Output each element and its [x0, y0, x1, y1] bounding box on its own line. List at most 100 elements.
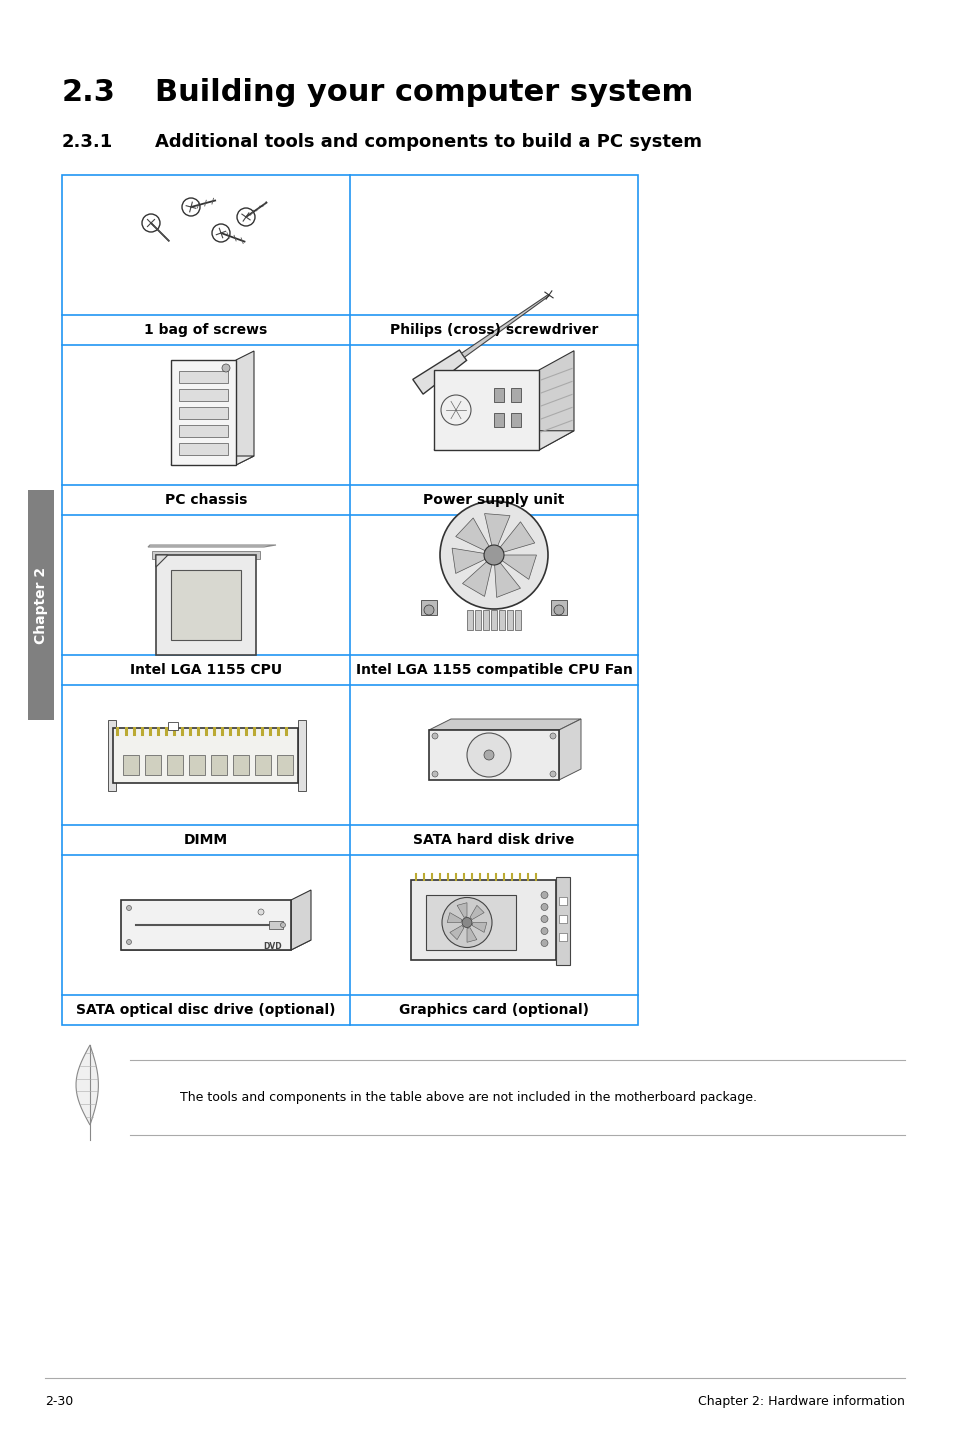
- Polygon shape: [558, 719, 580, 779]
- Circle shape: [483, 751, 494, 761]
- Circle shape: [550, 733, 556, 739]
- Bar: [277, 755, 294, 775]
- Circle shape: [540, 939, 547, 946]
- Polygon shape: [456, 903, 467, 917]
- Circle shape: [212, 224, 230, 242]
- Bar: [190, 755, 205, 775]
- Bar: [475, 610, 480, 630]
- Bar: [515, 610, 520, 630]
- Circle shape: [441, 897, 492, 948]
- Bar: [558, 915, 567, 923]
- Polygon shape: [291, 890, 311, 951]
- Polygon shape: [121, 940, 311, 951]
- Bar: [426, 894, 516, 951]
- Bar: [558, 897, 567, 905]
- Text: SATA hard disk drive: SATA hard disk drive: [413, 833, 574, 847]
- Text: SATA optical disc drive (optional): SATA optical disc drive (optional): [76, 1002, 335, 1017]
- Text: 2.3.1: 2.3.1: [62, 132, 113, 151]
- Polygon shape: [499, 522, 535, 552]
- Text: 1 bag of screws: 1 bag of screws: [144, 324, 268, 336]
- Bar: [434, 370, 538, 450]
- Bar: [28, 490, 54, 720]
- Text: Building your computer system: Building your computer system: [154, 78, 693, 106]
- Polygon shape: [467, 928, 476, 942]
- Bar: [212, 755, 227, 775]
- Circle shape: [461, 917, 472, 928]
- Bar: [169, 722, 178, 729]
- Bar: [179, 371, 228, 383]
- Bar: [511, 413, 520, 427]
- Bar: [498, 610, 504, 630]
- Bar: [233, 755, 250, 775]
- Circle shape: [280, 923, 285, 928]
- Text: The tools and components in the table above are not included in the motherboard : The tools and components in the table ab…: [180, 1091, 757, 1104]
- Text: Philips (cross) screwdriver: Philips (cross) screwdriver: [390, 324, 598, 336]
- Bar: [556, 877, 570, 965]
- Polygon shape: [462, 562, 491, 597]
- Polygon shape: [76, 1045, 98, 1125]
- Bar: [558, 933, 567, 940]
- Text: Additional tools and components to build a PC system: Additional tools and components to build…: [154, 132, 701, 151]
- Polygon shape: [456, 518, 489, 551]
- Bar: [179, 426, 228, 437]
- Circle shape: [236, 209, 254, 226]
- Polygon shape: [148, 545, 275, 546]
- Bar: [62, 175, 638, 1025]
- Polygon shape: [452, 548, 484, 574]
- Circle shape: [554, 605, 563, 615]
- Bar: [411, 880, 556, 961]
- Polygon shape: [447, 913, 461, 923]
- Polygon shape: [171, 456, 253, 464]
- Bar: [506, 610, 513, 630]
- Bar: [171, 569, 241, 640]
- Text: Chapter 2: Hardware information: Chapter 2: Hardware information: [698, 1395, 904, 1408]
- Bar: [491, 610, 497, 630]
- Bar: [156, 555, 255, 654]
- Text: Graphics card (optional): Graphics card (optional): [398, 1002, 588, 1017]
- Circle shape: [550, 771, 556, 777]
- Text: Power supply unit: Power supply unit: [423, 493, 564, 508]
- Text: Intel LGA 1155 CPU: Intel LGA 1155 CPU: [130, 663, 282, 677]
- Bar: [482, 610, 489, 630]
- Polygon shape: [494, 562, 520, 597]
- Polygon shape: [484, 513, 510, 546]
- Polygon shape: [413, 349, 466, 394]
- Circle shape: [142, 214, 160, 232]
- Text: DVD: DVD: [263, 942, 282, 951]
- Text: DIMM: DIMM: [184, 833, 228, 847]
- Polygon shape: [434, 431, 574, 450]
- Bar: [511, 388, 520, 403]
- Polygon shape: [461, 295, 549, 357]
- Circle shape: [182, 198, 200, 216]
- Circle shape: [467, 733, 511, 777]
- Bar: [109, 719, 116, 791]
- Text: 2-30: 2-30: [45, 1395, 73, 1408]
- Bar: [467, 610, 473, 630]
- Circle shape: [257, 909, 264, 915]
- Bar: [179, 390, 228, 401]
- Bar: [171, 360, 235, 464]
- Bar: [298, 719, 306, 791]
- Circle shape: [540, 903, 547, 910]
- Circle shape: [423, 605, 434, 615]
- Bar: [494, 388, 503, 403]
- Polygon shape: [152, 551, 260, 559]
- Bar: [179, 443, 228, 454]
- Bar: [420, 600, 436, 615]
- Circle shape: [439, 500, 547, 610]
- Polygon shape: [235, 351, 253, 464]
- Circle shape: [222, 364, 230, 372]
- Circle shape: [127, 906, 132, 910]
- Bar: [146, 755, 161, 775]
- Bar: [123, 755, 139, 775]
- Polygon shape: [450, 926, 463, 939]
- Circle shape: [540, 892, 547, 899]
- Bar: [494, 413, 503, 427]
- Circle shape: [432, 771, 437, 777]
- Circle shape: [540, 928, 547, 935]
- Bar: [429, 731, 558, 779]
- Text: 2.3: 2.3: [62, 78, 115, 106]
- Bar: [255, 755, 272, 775]
- Polygon shape: [472, 923, 486, 932]
- Circle shape: [483, 545, 503, 565]
